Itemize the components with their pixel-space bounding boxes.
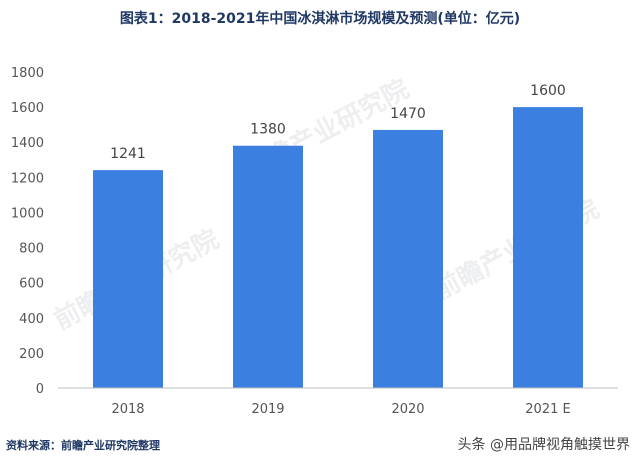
y-tick-label: 200 (19, 347, 44, 362)
y-tick-label: 800 (19, 242, 44, 257)
x-tick-label: 2018 (111, 402, 144, 417)
data-label: 1600 (530, 83, 566, 99)
chart-title: 图表1：2018-2021年中国冰淇淋市场规模及预测(单位：亿元) (119, 11, 521, 27)
y-tick-label: 1200 (11, 171, 44, 186)
y-tick-label: 1000 (11, 206, 44, 221)
bar (233, 145, 303, 388)
data-label: 1470 (390, 106, 426, 122)
y-tick-label: 1800 (11, 66, 44, 81)
y-tick-label: 600 (19, 277, 44, 292)
y-tick-label: 0 (36, 382, 44, 397)
x-tick-label: 2021 E (525, 402, 570, 417)
bars-group: 1241 1380 1470 1600 (93, 83, 583, 388)
bar (373, 129, 443, 388)
data-label: 1380 (250, 122, 286, 138)
x-axis: 2018 2019 2020 2021 E (58, 387, 618, 417)
y-tick-label: 1600 (11, 101, 44, 116)
y-tick-label: 1400 (11, 136, 44, 151)
x-tick-label: 2019 (251, 402, 284, 417)
bar (93, 170, 163, 388)
source-note: 资料来源：前瞻产业研究院整理 (6, 439, 160, 452)
bar (513, 107, 583, 388)
platform-watermark: 头条 @用品牌视角触摸世界 (457, 437, 630, 453)
data-label: 1241 (110, 146, 146, 162)
y-axis: 0 200 400 600 800 1000 1200 1400 1600 1800 (11, 66, 44, 397)
title-bar: 图表1：2018-2021年中国冰淇淋市场规模及预测(单位：亿元) (0, 0, 640, 34)
y-tick-label: 400 (19, 312, 44, 327)
x-tick-label: 2020 (391, 402, 424, 417)
